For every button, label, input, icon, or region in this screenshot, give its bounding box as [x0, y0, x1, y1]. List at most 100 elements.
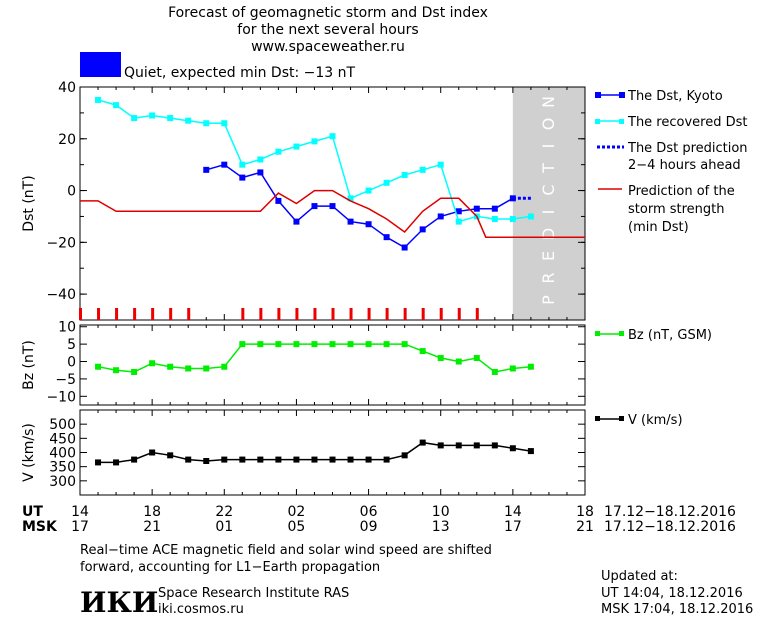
storm-marker — [259, 308, 263, 320]
series-point — [329, 341, 336, 348]
storm-marker — [403, 308, 407, 320]
ut-tick-label: 10 — [432, 504, 450, 520]
note-line-2: forward, accounting for L1−Earth propaga… — [80, 560, 380, 575]
series-point — [239, 456, 246, 463]
bz-ylabel: Bz (nT) — [21, 340, 37, 390]
legend-label-dst-prediction-2: 2−4 hours ahead — [628, 158, 741, 173]
series-point — [167, 115, 174, 122]
series-point — [473, 205, 480, 212]
legend-v: V (km/s) — [595, 413, 683, 428]
prediction-band — [512, 87, 585, 320]
prediction-letter: N — [539, 96, 558, 108]
series-point — [239, 341, 246, 348]
series-point — [491, 205, 498, 212]
series-point — [419, 348, 426, 355]
series-point — [239, 174, 246, 181]
series-point — [113, 102, 120, 109]
series-point — [473, 442, 480, 449]
msk-tick-label: 05 — [288, 519, 306, 535]
legend-label-dst-prediction-1: The Dst prediction — [627, 141, 748, 156]
series-point — [527, 363, 534, 370]
legend-dst-prediction: The Dst prediction 2−4 hours ahead — [597, 141, 748, 173]
storm-marker — [295, 308, 299, 320]
storm-marker — [367, 308, 371, 320]
series-point — [383, 234, 390, 241]
legend-label-storm-1: Prediction of the — [628, 184, 735, 199]
ut-date-range: 17.12−18.12.2016 — [604, 504, 736, 520]
legend-label-storm-2: storm strength — [628, 202, 725, 217]
ut-tick-label: 22 — [215, 504, 233, 520]
msk-tick-label: 01 — [215, 519, 233, 535]
institute-website[interactable]: iki.cosmos.ru — [158, 602, 244, 617]
series-point — [149, 449, 156, 456]
series-point — [365, 221, 372, 228]
series-point — [275, 341, 282, 348]
series-point — [311, 456, 318, 463]
y-tick-label: 450 — [49, 431, 76, 447]
series-point — [455, 358, 462, 365]
series-point — [347, 218, 354, 225]
series-point — [221, 161, 228, 168]
legend-storm-strength: Prediction of the storm strength (min Ds… — [598, 184, 735, 235]
series-point — [419, 439, 426, 446]
title-line-1: Forecast of geomagnetic storm and Dst in… — [168, 5, 488, 21]
series-point — [293, 341, 300, 348]
series-point — [185, 117, 192, 124]
series-point — [257, 341, 264, 348]
series-point — [473, 355, 480, 362]
y-tick-label: 20 — [58, 132, 76, 148]
v-ylabel: V (km/s) — [21, 423, 37, 482]
storm-marker — [475, 308, 479, 320]
iki-logo: ИКИ — [80, 586, 158, 619]
series-point — [185, 365, 192, 372]
series-point — [509, 216, 516, 223]
ut-axis-label: UT — [22, 504, 43, 520]
series-point — [95, 96, 102, 103]
series-point — [491, 442, 498, 449]
storm-marker — [151, 308, 155, 320]
msk-tick-label: 21 — [576, 519, 594, 535]
series-point — [401, 341, 408, 348]
msk-axis-label: MSK — [22, 519, 58, 535]
y-tick-label: 400 — [49, 446, 76, 462]
series-point — [113, 367, 120, 374]
series-point — [275, 148, 282, 155]
series-point — [293, 456, 300, 463]
status-color-box — [80, 52, 121, 77]
msk-date-range: 17.12−18.12.2016 — [604, 519, 736, 535]
series-point — [437, 213, 444, 220]
series-point — [293, 143, 300, 150]
series-point — [275, 456, 282, 463]
series-point — [203, 458, 210, 464]
series-point — [203, 166, 210, 173]
bz-frame — [79, 324, 586, 406]
y-tick-label: 0 — [67, 355, 76, 371]
prediction-letter: C — [539, 184, 558, 195]
series-point — [437, 442, 444, 449]
series-point — [239, 161, 246, 168]
series-point — [167, 363, 174, 370]
y-tick-label: −40 — [46, 287, 76, 303]
msk-tick-label: 17 — [71, 519, 89, 535]
series-point — [365, 341, 372, 348]
series-point — [329, 203, 336, 210]
ut-tick-label: 06 — [360, 504, 378, 520]
series-point — [257, 456, 264, 463]
ut-tick-label: 14 — [504, 504, 522, 520]
series-point — [401, 244, 408, 251]
series-line — [97, 343, 531, 373]
prediction-letter: O — [539, 118, 558, 131]
series-point — [401, 172, 408, 179]
y-tick-label: −5 — [55, 372, 76, 388]
storm-marker — [115, 308, 119, 320]
series-point — [365, 456, 372, 463]
series-point — [455, 208, 462, 215]
msk-tick-label: 09 — [360, 519, 378, 535]
y-tick-label: 5 — [67, 337, 76, 353]
series-point — [131, 368, 138, 375]
series-point — [437, 355, 444, 362]
series-point — [527, 213, 534, 220]
storm-marker — [385, 308, 389, 320]
series-point — [383, 456, 390, 463]
